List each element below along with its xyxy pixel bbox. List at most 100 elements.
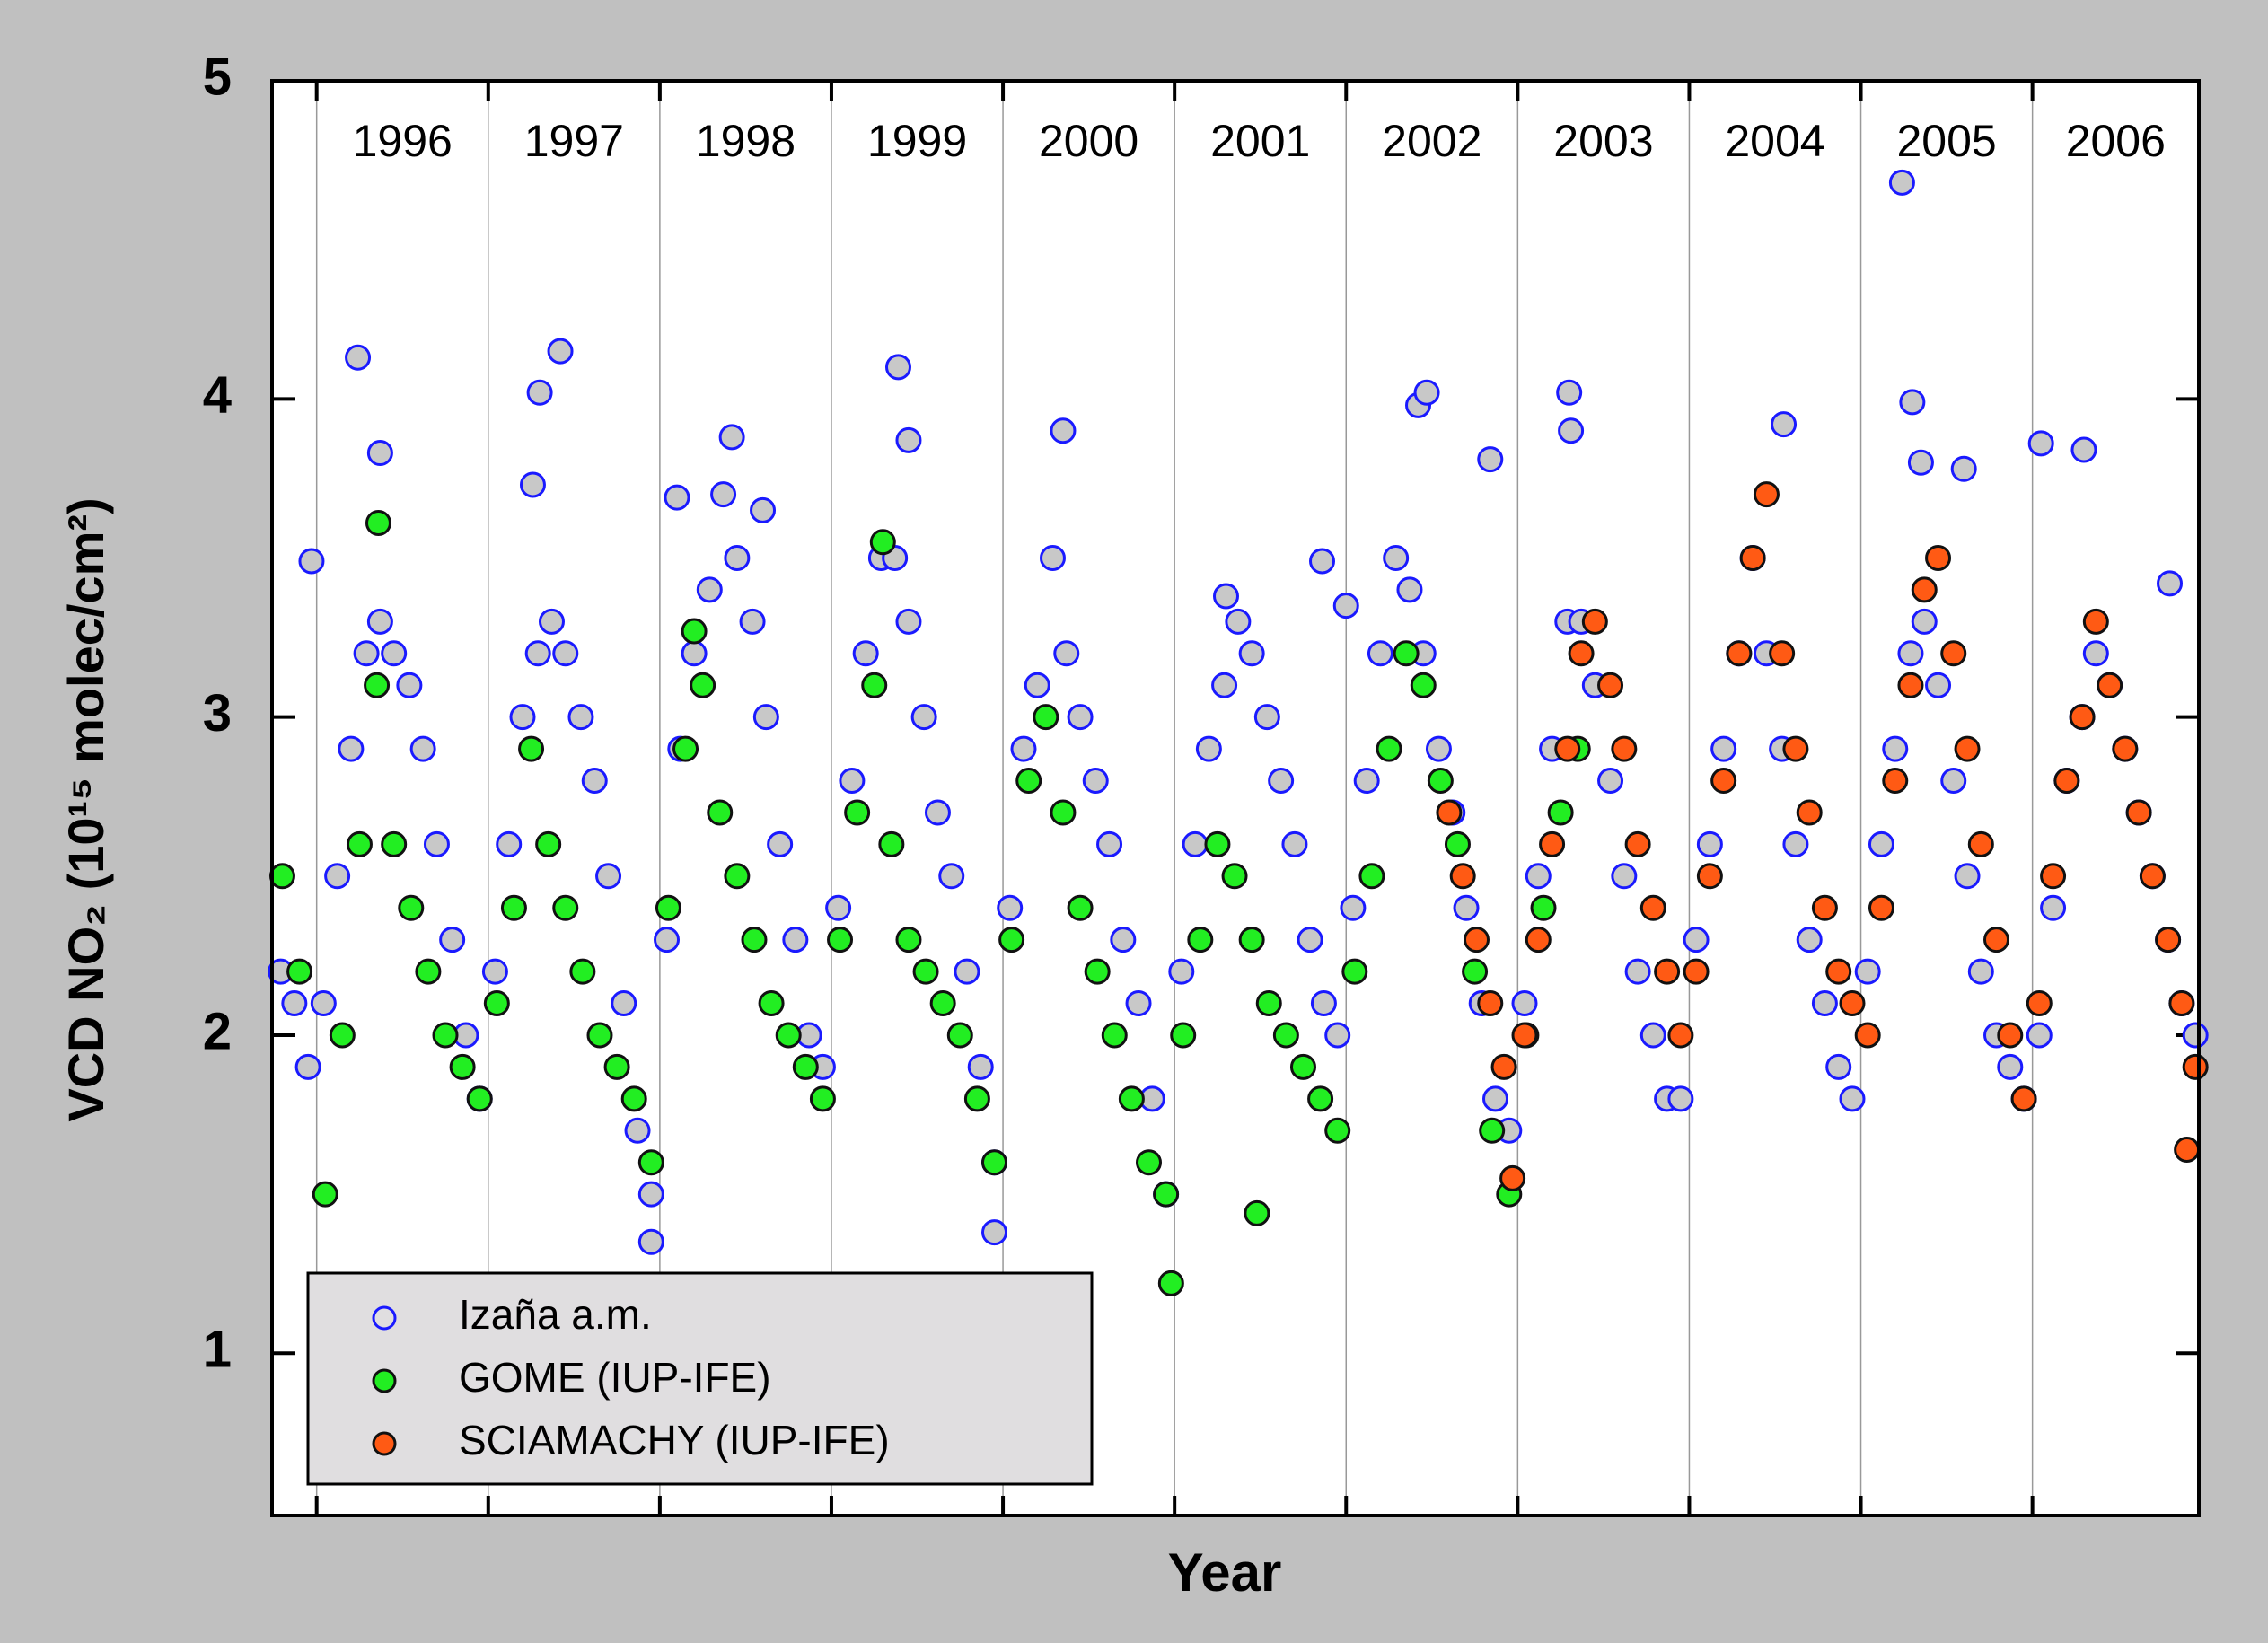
point xyxy=(1067,704,1094,731)
point xyxy=(690,672,716,698)
point xyxy=(1462,958,1489,985)
point xyxy=(2125,799,2152,826)
point xyxy=(963,1085,990,1112)
year-label: 2004 xyxy=(1725,116,1824,166)
point xyxy=(1897,672,1924,698)
point xyxy=(1479,1117,1506,1144)
year-label: 2005 xyxy=(1896,116,1996,166)
point xyxy=(1309,548,1336,575)
point xyxy=(1997,1053,2024,1080)
point xyxy=(518,735,545,762)
point xyxy=(1307,1085,1334,1112)
point xyxy=(1212,583,1239,610)
point xyxy=(878,830,905,857)
point xyxy=(1796,927,1823,953)
point xyxy=(1547,799,1574,826)
point xyxy=(366,440,393,467)
point xyxy=(1427,768,1454,795)
point xyxy=(895,608,922,635)
point xyxy=(1726,640,1753,667)
point xyxy=(1367,640,1393,667)
point xyxy=(1358,863,1385,890)
x-axis-title: Year xyxy=(1168,1542,1282,1603)
point xyxy=(432,1022,459,1049)
point xyxy=(581,768,608,795)
point xyxy=(396,672,423,698)
point xyxy=(1101,1022,1128,1049)
point xyxy=(1639,1022,1666,1049)
point xyxy=(324,863,351,890)
point xyxy=(353,640,380,667)
point xyxy=(2112,735,2139,762)
point xyxy=(895,426,922,453)
point xyxy=(2182,1053,2209,1080)
point xyxy=(595,863,622,890)
point xyxy=(681,640,708,667)
point xyxy=(1449,863,1476,890)
point xyxy=(481,958,508,985)
point xyxy=(2040,863,2067,890)
year-label: 2002 xyxy=(1382,116,1481,166)
point xyxy=(954,958,980,985)
point xyxy=(2082,608,2109,635)
point xyxy=(1771,411,1798,438)
point xyxy=(825,894,852,921)
point xyxy=(967,1053,994,1080)
point xyxy=(552,894,579,921)
point xyxy=(365,510,391,537)
point xyxy=(1710,735,1737,762)
point xyxy=(1511,990,1538,1017)
point xyxy=(624,1117,651,1144)
series xyxy=(1436,481,2209,1191)
point xyxy=(2027,430,2054,457)
point xyxy=(1854,1022,1881,1049)
point xyxy=(310,990,337,1017)
point xyxy=(535,830,562,857)
point xyxy=(1511,1022,1538,1049)
point xyxy=(2010,1085,2037,1112)
point xyxy=(910,704,937,731)
point xyxy=(839,768,866,795)
legend: Izaña a.m. GOME (IUP-IFE) SCIAMACHY (IUP-I… xyxy=(306,1271,1094,1486)
point xyxy=(1221,863,1248,890)
point xyxy=(1558,417,1585,444)
point xyxy=(1118,1085,1145,1112)
point xyxy=(1554,735,1581,762)
point xyxy=(1499,1164,1526,1191)
point xyxy=(2082,640,2109,667)
point xyxy=(1110,927,1137,953)
point xyxy=(1168,958,1195,985)
point xyxy=(415,958,442,985)
point xyxy=(1696,830,1723,857)
point xyxy=(1525,927,1552,953)
point xyxy=(1410,672,1437,698)
point xyxy=(1050,799,1077,826)
point xyxy=(741,927,768,953)
point xyxy=(809,1085,836,1112)
point xyxy=(1082,768,1109,795)
point xyxy=(844,799,871,826)
point xyxy=(1769,640,1796,667)
point xyxy=(1967,958,1994,985)
point xyxy=(1436,799,1463,826)
point xyxy=(1376,735,1402,762)
point xyxy=(329,1022,356,1049)
point xyxy=(1654,958,1681,985)
point xyxy=(1195,735,1222,762)
point xyxy=(1611,735,1638,762)
point xyxy=(997,894,1024,921)
point xyxy=(861,672,888,698)
point xyxy=(724,544,751,571)
year-label: 2006 xyxy=(2066,116,2166,166)
point xyxy=(2174,1137,2201,1164)
point xyxy=(1053,640,1080,667)
point xyxy=(1067,894,1094,921)
point xyxy=(1739,544,1766,571)
point xyxy=(681,618,708,645)
point xyxy=(1015,768,1042,795)
point xyxy=(696,576,723,603)
point xyxy=(1581,608,1608,635)
legend-label: SCIAMACHY (IUP-IFE) xyxy=(459,1417,890,1463)
